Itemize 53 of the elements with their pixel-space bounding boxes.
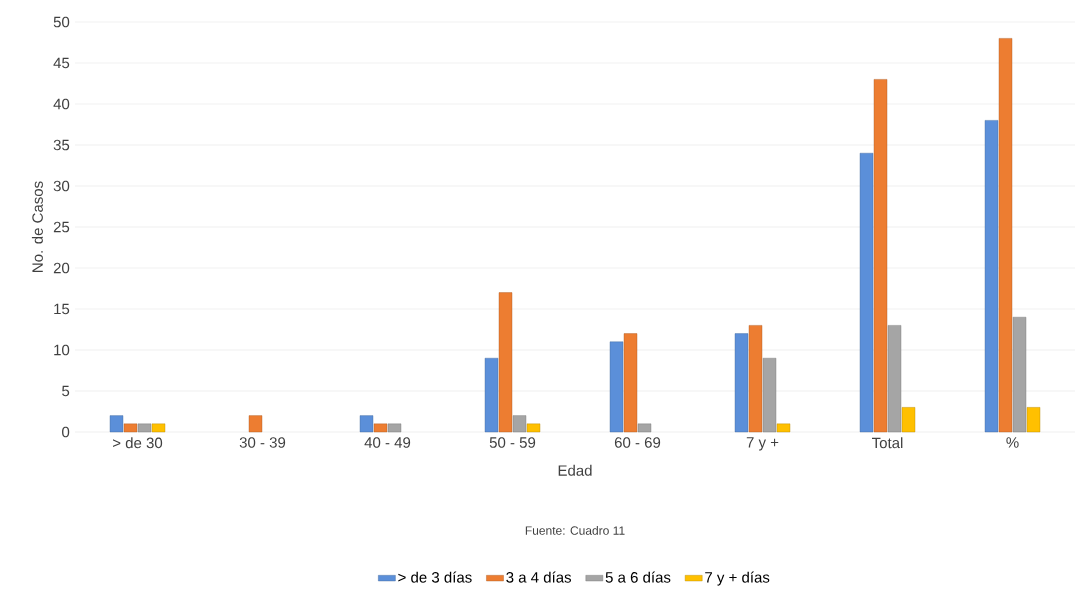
bar <box>734 333 749 433</box>
bar <box>776 423 791 433</box>
bar <box>373 423 388 433</box>
x-tick-label: 40 - 49 <box>364 437 411 448</box>
bar <box>859 153 874 433</box>
y-tick-label: 40 <box>53 98 70 110</box>
bar <box>901 407 916 433</box>
bar <box>1012 317 1027 433</box>
bar <box>123 423 138 433</box>
y-tick-label: 35 <box>53 139 70 151</box>
x-tick-label: 30 - 39 <box>239 437 286 448</box>
y-tick-label: 15 <box>54 303 70 315</box>
x-tick-label: 50 - 59 <box>489 437 536 448</box>
legend-label: 3 a 4 días <box>506 571 572 583</box>
bar <box>137 423 152 433</box>
x-tick-label: % <box>1006 437 1019 448</box>
x-tick-label: 7 y + <box>746 437 779 451</box>
bar <box>359 415 374 433</box>
x-tick-label: > de 30 <box>113 437 163 449</box>
legend-label: 7 y + días <box>705 571 770 586</box>
bar <box>1026 407 1041 433</box>
bar <box>151 423 166 433</box>
source-note: Fuente: Cuadro 11 <box>525 526 625 535</box>
y-tick-label: 25 <box>53 221 70 233</box>
y-tick-label: 50 <box>53 16 70 28</box>
y-tick-label: 0 <box>62 426 70 438</box>
bar <box>248 415 263 433</box>
bar <box>109 415 124 433</box>
x-tick-label: Total <box>872 437 903 449</box>
y-tick-label: 10 <box>54 344 70 356</box>
bar <box>498 292 513 433</box>
bar <box>484 358 499 433</box>
bar <box>623 333 638 433</box>
bar <box>609 341 624 433</box>
legend-label: > de 3 días <box>398 571 472 583</box>
y-tick-label: 45 <box>53 57 70 69</box>
legend-label: 5 a 6 días <box>605 571 671 583</box>
x-axis-title: Edad <box>558 464 592 476</box>
y-axis-title: No. de Casos <box>31 181 43 272</box>
bar <box>984 120 999 433</box>
bar <box>873 79 888 433</box>
bar <box>748 325 763 433</box>
bar <box>998 38 1013 433</box>
bar <box>512 415 527 433</box>
bar <box>887 325 902 433</box>
y-tick-label: 5 <box>62 385 70 397</box>
bar <box>762 358 777 433</box>
bar <box>387 423 402 433</box>
y-tick-label: 30 <box>53 180 70 192</box>
x-tick-label: 60 - 69 <box>614 437 661 448</box>
y-tick-label: 20 <box>53 262 70 274</box>
bar <box>637 423 652 433</box>
bar <box>526 423 541 433</box>
